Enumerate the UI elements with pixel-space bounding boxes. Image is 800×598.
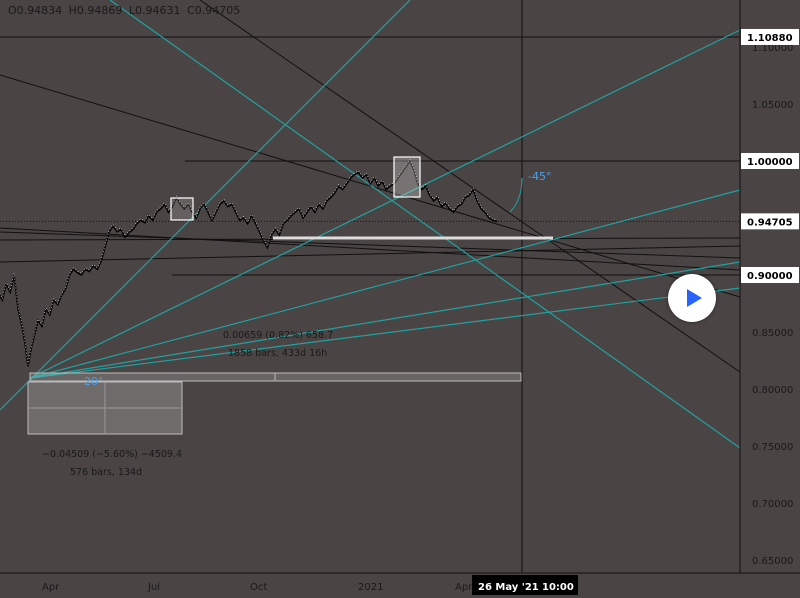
trendline-4: [0, 231, 741, 259]
price-label-bg-3: [741, 267, 799, 283]
crosshair-time-label: 26 May '21: [478, 582, 539, 593]
price-tick-9: 0.65000: [752, 556, 793, 567]
time-tick-2: Oct: [250, 582, 267, 593]
crosshair-time-bg: [472, 575, 578, 595]
time-tick-1: Jul: [147, 582, 160, 593]
price-tick-1: 1.05000: [752, 100, 793, 111]
fan-line-3: [29, 29, 741, 379]
price-tick-7: 0.75000: [752, 442, 793, 453]
fan-line-4: [29, 189, 741, 379]
price-label-bg-1: [741, 153, 799, 169]
price-tick-0: 1.10000: [752, 43, 793, 54]
price-label-0: 1.10880: [747, 33, 793, 44]
box-jul: [170, 197, 194, 221]
time-tick-0: Apr: [42, 582, 60, 593]
time-tick-3: 2021: [358, 582, 383, 593]
low-value: L0.94631: [128, 4, 181, 17]
price-series: [0, 158, 498, 367]
play-button[interactable]: [668, 274, 716, 322]
price-label-bg-2: [741, 213, 799, 230]
open-value: O0.94834: [8, 4, 63, 17]
price-tick-6: 0.80000: [752, 385, 793, 396]
fan-line-2: [109, 0, 741, 449]
price-axis[interactable]: 1.100001.050001.000000.950000.900000.850…: [739, 0, 800, 598]
overlay-layer: 0.00659 (0.82%) 658.7 1858 bars, 433d 16h…: [27, 156, 553, 478]
price-line-highlight: [0, 158, 498, 365]
price-axis-bg: [740, 0, 800, 598]
close-value: C0.94705: [187, 4, 241, 17]
plot-area[interactable]: [0, 0, 740, 573]
price-label-3: 0.90000: [747, 271, 793, 282]
measure-2-line1: −0.04509 (−5.60%) −4509.4: [42, 449, 182, 460]
trendline-6: [0, 245, 741, 263]
angle-label-1: -45°: [528, 170, 551, 183]
drawings-layer: [0, 0, 741, 449]
measure-2-line2: 576 bars, 134d: [70, 467, 142, 478]
measure-1-line2: 1858 bars, 433d 16h: [228, 348, 327, 359]
price-tick-8: 0.70000: [752, 499, 793, 510]
trendline-1: [199, 0, 741, 373]
measure-1-line1: 0.00659 (0.82%) 658.7: [223, 330, 333, 341]
angle-arc: [509, 177, 523, 213]
price-label-1: 1.00000: [747, 157, 793, 168]
price-label-bg-0: [741, 28, 799, 45]
price-label-2: 0.94705: [747, 217, 793, 228]
crosshair-hour-label: 10:00: [542, 582, 574, 593]
time-tick-4: Apr: [455, 582, 473, 593]
box-feb: [393, 156, 421, 198]
angle-label-2: 20°: [84, 375, 104, 388]
ohlc-legend: O0.94834 H0.94869 L0.94631 C0.94705: [8, 4, 243, 17]
time-axis[interactable]: Apr Jul Oct 2021 Apr 26 May '21 10:00: [0, 572, 800, 595]
price-tick-5: 0.85000: [752, 328, 793, 339]
fan-line-5: [29, 287, 741, 379]
price-line: [0, 159, 498, 367]
fan-line-6: [29, 261, 741, 379]
high-value: H0.94869: [68, 4, 123, 17]
trendline-2: [0, 74, 741, 298]
